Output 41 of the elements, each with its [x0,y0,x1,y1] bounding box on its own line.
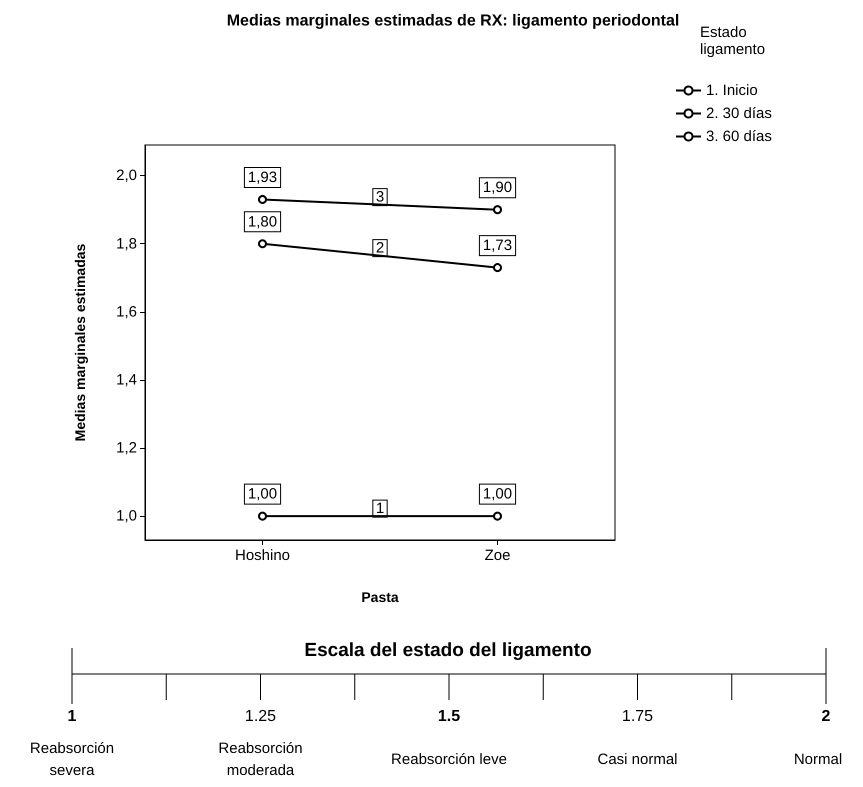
text: Normal [794,750,842,770]
text: Casi normal [597,750,678,770]
x-axis-title: Pasta [361,589,399,605]
y-tick-label: 1,4 [116,371,137,388]
data-label: 1,73 [482,237,512,254]
text: 2 [822,707,830,727]
point [493,205,502,214]
y-axis-title: Medias marginales estimadas [72,243,88,442]
text: 1.5 [438,707,460,727]
data-label: 1,80 [248,213,278,230]
point [493,263,502,272]
text: Reabsorción leve [391,750,507,770]
point [258,512,267,521]
legend-title: Estado ligamento [700,24,766,58]
y-tick-label: 1,6 [116,303,137,320]
text: Escala del estado del ligamento [304,640,592,662]
x-tick-label: Zoe [484,547,510,564]
point [258,194,267,204]
annotation: 2 [376,240,384,257]
y-tick-label: 2,0 [116,167,137,184]
point [493,512,502,521]
chart-title: Medias marginales estimadas de RX: ligamento periodontal [226,12,680,30]
y-tick-label: 1,2 [116,440,137,457]
data-label: 1,00 [248,486,278,503]
data-label: 1,00 [482,486,512,503]
legend-label: 3. 60 días [706,128,772,145]
point [258,239,267,248]
annotation: 3 [376,188,384,206]
text: Reabsorción moderada [218,739,303,781]
data-label: 1,93 [248,168,278,186]
annotation: 1 [376,500,384,518]
text: 1.25 [244,707,276,727]
legend-label: 2. 30 días [706,105,772,122]
y-tick-label: 1,0 [116,508,137,525]
data-label: 1,90 [482,179,512,196]
text: 1.75 [622,707,654,727]
y-tick-label: 1,8 [116,235,137,252]
text: Reabsorción severa [30,739,114,781]
text: 1 [68,707,76,727]
x-tick-label: Hoshino [234,547,290,564]
legend-label: 1. Inicio [706,82,758,99]
